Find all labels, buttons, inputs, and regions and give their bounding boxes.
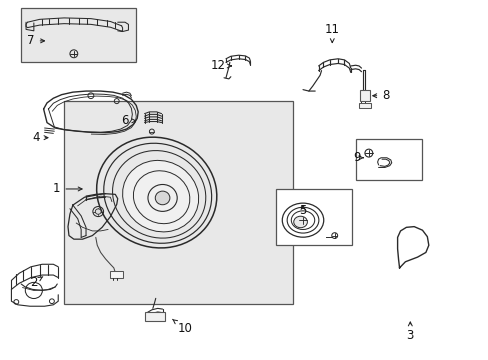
Text: 2: 2 xyxy=(30,276,43,289)
Text: 1: 1 xyxy=(53,183,82,195)
Bar xyxy=(110,271,122,278)
Bar xyxy=(276,189,351,244)
Bar xyxy=(21,8,136,62)
Ellipse shape xyxy=(95,209,101,214)
Ellipse shape xyxy=(293,216,307,228)
Text: 9: 9 xyxy=(352,151,363,164)
Text: 7: 7 xyxy=(27,34,44,48)
Ellipse shape xyxy=(155,191,169,205)
Text: 4: 4 xyxy=(32,131,48,144)
Text: 12: 12 xyxy=(210,59,231,72)
Bar xyxy=(144,312,164,320)
Bar xyxy=(359,90,369,101)
Text: 8: 8 xyxy=(372,89,389,102)
Text: 11: 11 xyxy=(324,23,339,42)
Text: 6: 6 xyxy=(121,114,136,127)
Text: 3: 3 xyxy=(406,322,413,342)
Bar xyxy=(358,103,370,108)
Bar xyxy=(355,139,421,180)
Text: 10: 10 xyxy=(172,319,192,335)
Text: 5: 5 xyxy=(299,204,306,217)
Bar xyxy=(64,101,293,304)
Ellipse shape xyxy=(122,161,198,232)
